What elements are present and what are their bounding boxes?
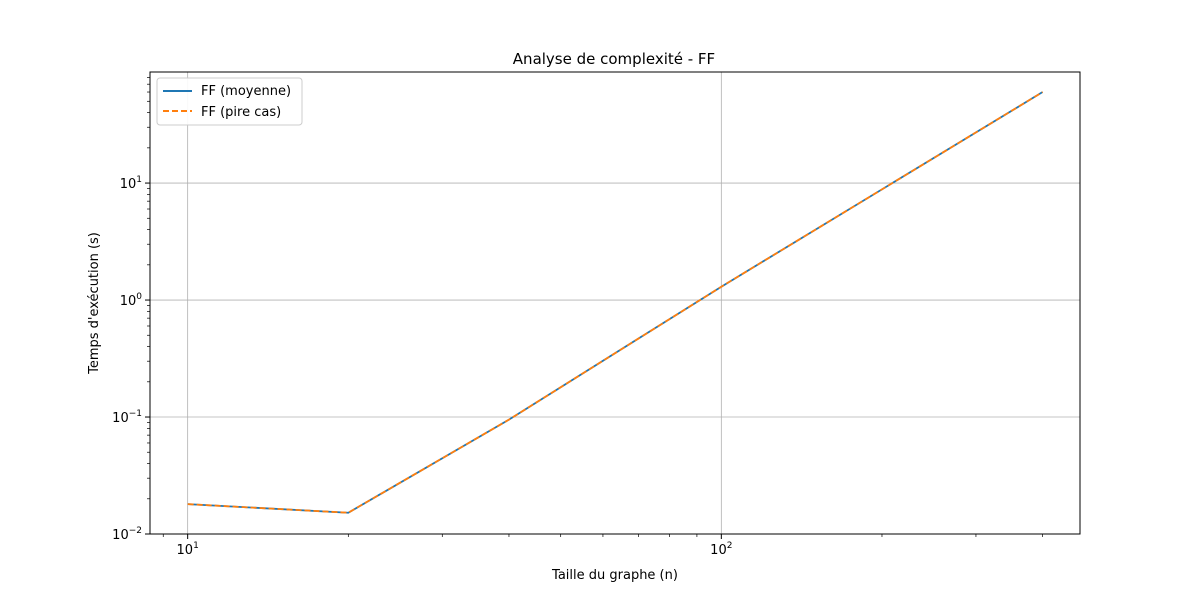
series-layer — [187, 91, 1044, 514]
x-tick-label: 101 — [177, 541, 199, 558]
x-axis-label: Taille du graphe (n) — [551, 568, 678, 583]
plot-area — [150, 72, 1080, 534]
y-tick-label: 10−2 — [112, 526, 142, 543]
x-tick-label: 102 — [710, 541, 732, 558]
x-axis-ticks: 101 102 — [177, 534, 732, 558]
legend-box — [156, 77, 303, 126]
series-line-1 — [187, 91, 1044, 514]
legend-label-pire-cas: FF (pire cas) — [201, 105, 281, 120]
y-axis-ticks: 10−2 10−1 100 101 — [112, 175, 150, 543]
y-axis-label: Temps d'exécution (s) — [87, 232, 102, 375]
legend: FF (moyenne) FF (pire cas) — [156, 77, 303, 126]
chart-title: Analyse de complexité - FF — [513, 50, 715, 68]
plot-frame — [149, 71, 1081, 535]
y-tick-label: 10−1 — [112, 409, 142, 426]
y-tick-label: 100 — [120, 292, 143, 309]
y-tick-label: 101 — [120, 175, 142, 192]
legend-label-moyenne: FF (moyenne) — [201, 84, 291, 99]
